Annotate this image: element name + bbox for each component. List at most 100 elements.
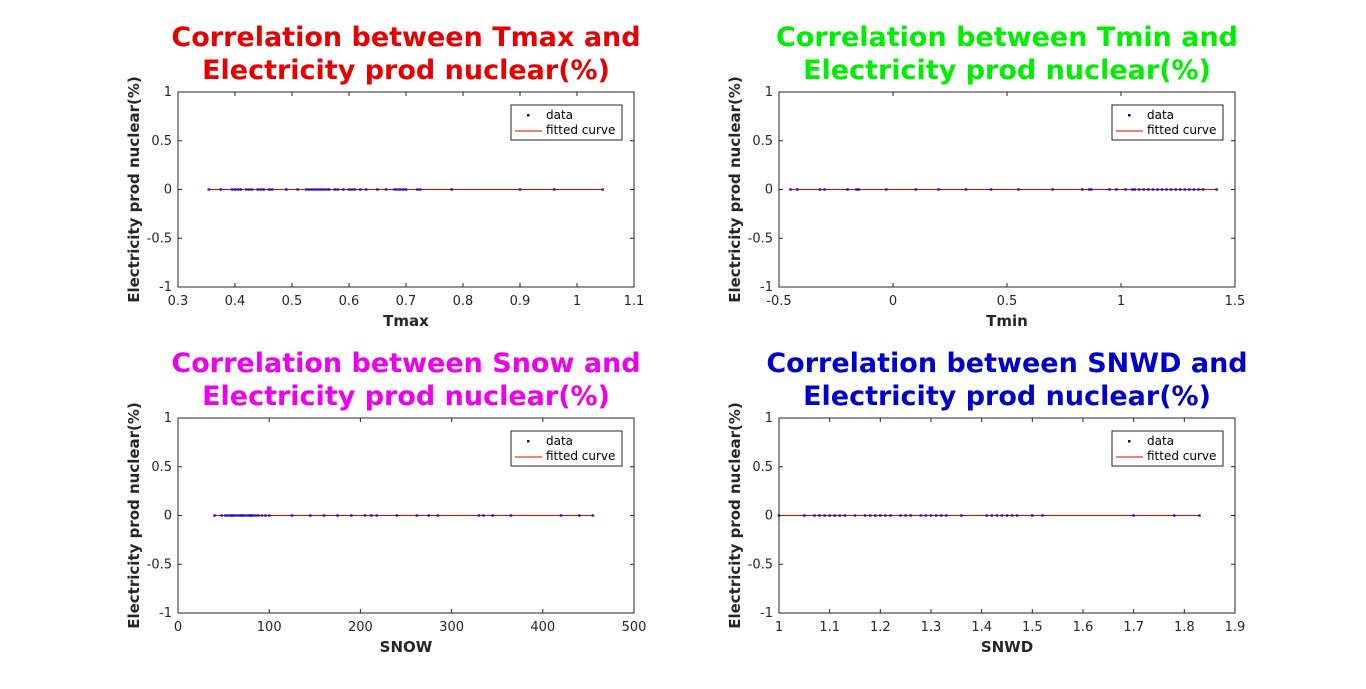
legend-entry: data bbox=[546, 108, 573, 122]
data-point bbox=[964, 188, 968, 191]
data-point bbox=[818, 514, 821, 517]
data-point bbox=[313, 188, 317, 191]
data-point bbox=[509, 514, 513, 517]
data-point bbox=[1015, 514, 1019, 517]
data-point bbox=[857, 188, 861, 191]
y-tick-label: 0 bbox=[164, 183, 172, 198]
data-point bbox=[418, 188, 422, 191]
data-point bbox=[415, 514, 419, 517]
data-point bbox=[477, 514, 481, 517]
x-axis-label: SNWD bbox=[981, 638, 1033, 656]
legend-entry: data bbox=[1147, 434, 1174, 448]
data-point bbox=[285, 188, 288, 191]
data-point bbox=[450, 188, 453, 191]
data-point bbox=[518, 188, 522, 191]
chart-title-line: Electricity prod nuclear(%) bbox=[803, 381, 1211, 412]
data-point bbox=[1131, 188, 1134, 191]
x-tick-label: 0 bbox=[889, 294, 897, 309]
legend-entry: fitted curve bbox=[546, 123, 615, 137]
legend-entry: fitted curve bbox=[546, 449, 615, 463]
y-tick-label: 0.5 bbox=[151, 460, 172, 475]
data-point bbox=[1188, 188, 1191, 191]
data-point bbox=[1169, 188, 1173, 191]
x-axis-label: Tmax bbox=[383, 312, 429, 330]
data-point bbox=[1147, 188, 1150, 191]
data-point bbox=[239, 188, 242, 191]
data-point bbox=[944, 514, 948, 517]
data-point bbox=[359, 188, 362, 191]
data-point bbox=[436, 514, 440, 517]
chart-panel-3: Correlation between Snow andElectricity … bbox=[125, 348, 646, 656]
x-tick-label: 0.5 bbox=[997, 294, 1018, 309]
data-point bbox=[1108, 188, 1111, 191]
y-axis-label: Electricity prod nuclear(%) bbox=[125, 402, 143, 629]
data-point bbox=[233, 188, 237, 191]
data-point bbox=[219, 188, 223, 191]
data-point bbox=[1178, 188, 1182, 191]
data-point bbox=[843, 514, 847, 517]
data-point bbox=[899, 514, 902, 517]
data-point bbox=[254, 514, 257, 517]
x-axis-label: SNOW bbox=[380, 638, 433, 656]
data-point bbox=[393, 188, 396, 191]
data-point bbox=[247, 188, 251, 191]
x-tick-label: 1.5 bbox=[1022, 620, 1043, 635]
data-point bbox=[267, 514, 271, 517]
y-tick-label: 0.5 bbox=[151, 134, 172, 149]
data-point bbox=[262, 188, 265, 191]
data-point bbox=[375, 514, 379, 517]
data-point bbox=[985, 514, 989, 517]
data-point bbox=[247, 514, 251, 517]
data-point bbox=[1142, 188, 1146, 191]
y-tick-label: 1 bbox=[765, 411, 773, 426]
data-point bbox=[229, 514, 233, 517]
data-point bbox=[1198, 514, 1201, 517]
data-point bbox=[823, 188, 826, 191]
data-point bbox=[349, 514, 353, 517]
data-point bbox=[601, 188, 604, 191]
x-tick-label: -0.5 bbox=[766, 294, 791, 309]
x-tick-label: 0 bbox=[174, 620, 182, 635]
data-point bbox=[319, 188, 322, 191]
data-point bbox=[1174, 188, 1178, 191]
x-tick-label: 0.3 bbox=[168, 294, 189, 309]
data-point bbox=[795, 188, 799, 191]
data-point bbox=[264, 514, 267, 517]
data-point bbox=[1132, 514, 1135, 517]
data-point bbox=[322, 188, 325, 191]
data-point bbox=[220, 514, 224, 517]
data-point bbox=[491, 514, 494, 517]
x-tick-label: 0.6 bbox=[339, 294, 360, 309]
y-tick-label: -1 bbox=[760, 280, 773, 295]
data-point bbox=[1215, 188, 1219, 191]
data-point bbox=[914, 188, 918, 191]
legend-box bbox=[1111, 104, 1224, 141]
data-point bbox=[336, 514, 339, 517]
data-point bbox=[934, 514, 938, 517]
x-tick-label: 1 bbox=[573, 294, 581, 309]
legend-box bbox=[510, 104, 623, 141]
y-tick-label: 1 bbox=[765, 85, 773, 100]
data-point bbox=[1151, 188, 1155, 191]
data-point bbox=[327, 188, 331, 191]
data-point bbox=[251, 514, 255, 517]
data-point bbox=[1197, 188, 1200, 191]
data-point bbox=[833, 514, 837, 517]
data-point bbox=[990, 514, 994, 517]
data-point bbox=[322, 514, 326, 517]
chart-panel-4: Correlation between SNWD andElectricity … bbox=[726, 348, 1248, 656]
data-point bbox=[863, 514, 867, 517]
y-tick-label: 0 bbox=[164, 509, 172, 524]
data-point bbox=[924, 514, 928, 517]
chart-title-line: Correlation between Tmin and bbox=[776, 22, 1238, 53]
data-point bbox=[236, 188, 240, 191]
data-point bbox=[245, 188, 248, 191]
x-tick-label: 1.4 bbox=[971, 620, 992, 635]
chart-panel-2: Correlation between Tmin andElectricity … bbox=[726, 22, 1245, 330]
legend-box bbox=[510, 430, 623, 467]
legend-entry: fitted curve bbox=[1147, 123, 1216, 137]
x-tick-label: 100 bbox=[257, 620, 282, 635]
data-point bbox=[1051, 188, 1054, 191]
data-point bbox=[1160, 188, 1164, 191]
